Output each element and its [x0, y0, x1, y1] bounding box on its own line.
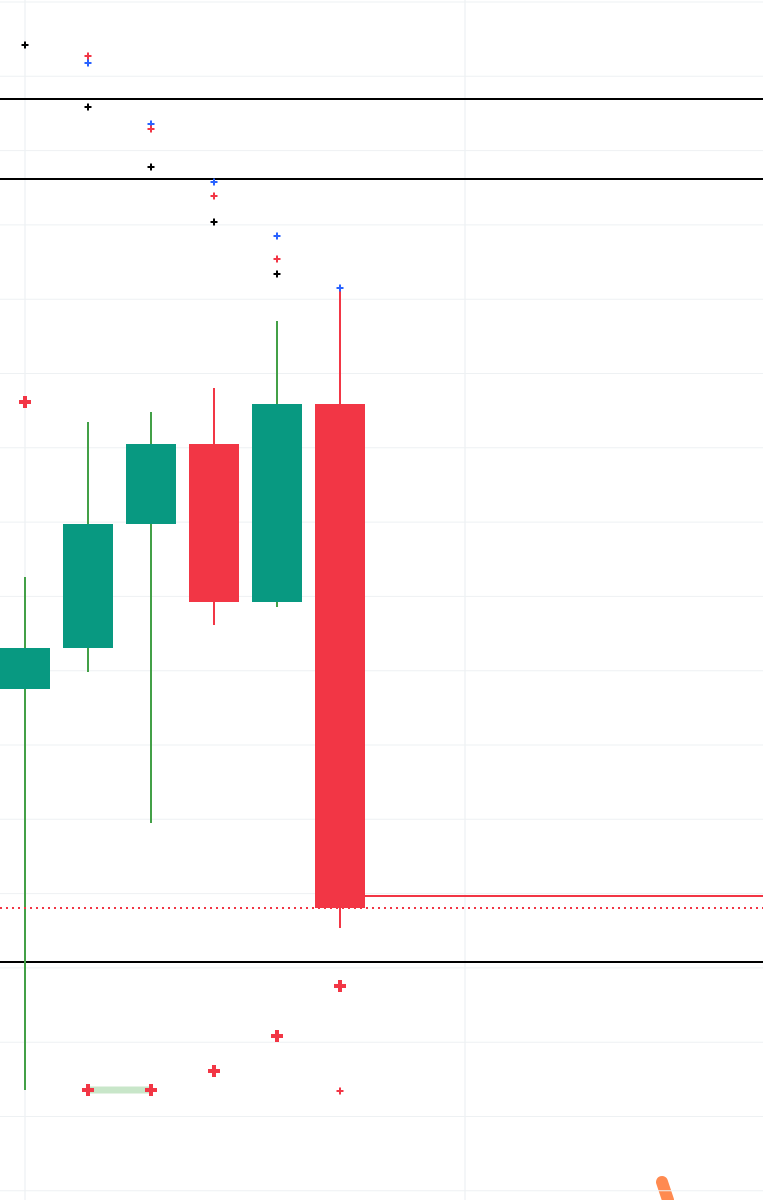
plus-marker	[84, 59, 92, 67]
plus-marker	[271, 1030, 283, 1042]
plus-marker	[334, 980, 346, 992]
plus-marker	[147, 163, 155, 171]
candle-body	[63, 524, 113, 648]
plus-marker	[210, 218, 218, 226]
plus-marker	[84, 103, 92, 111]
candle-body	[126, 444, 176, 524]
candle-body	[0, 648, 50, 689]
plus-marker	[82, 1084, 94, 1096]
plus-marker	[147, 125, 155, 133]
plus-marker	[19, 396, 31, 408]
plus-marker	[273, 232, 281, 240]
plus-marker	[336, 284, 344, 292]
plus-marker	[210, 178, 218, 186]
plus-marker	[210, 192, 218, 200]
candle-body	[315, 404, 365, 908]
plus-marker	[336, 1087, 344, 1095]
plus-marker	[84, 52, 92, 60]
candle-body	[252, 404, 302, 602]
candle-body	[189, 444, 239, 602]
plus-marker	[21, 41, 29, 49]
plus-marker	[208, 1065, 220, 1077]
plus-marker	[145, 1084, 157, 1096]
plus-marker	[273, 270, 281, 278]
plus-marker	[273, 255, 281, 263]
